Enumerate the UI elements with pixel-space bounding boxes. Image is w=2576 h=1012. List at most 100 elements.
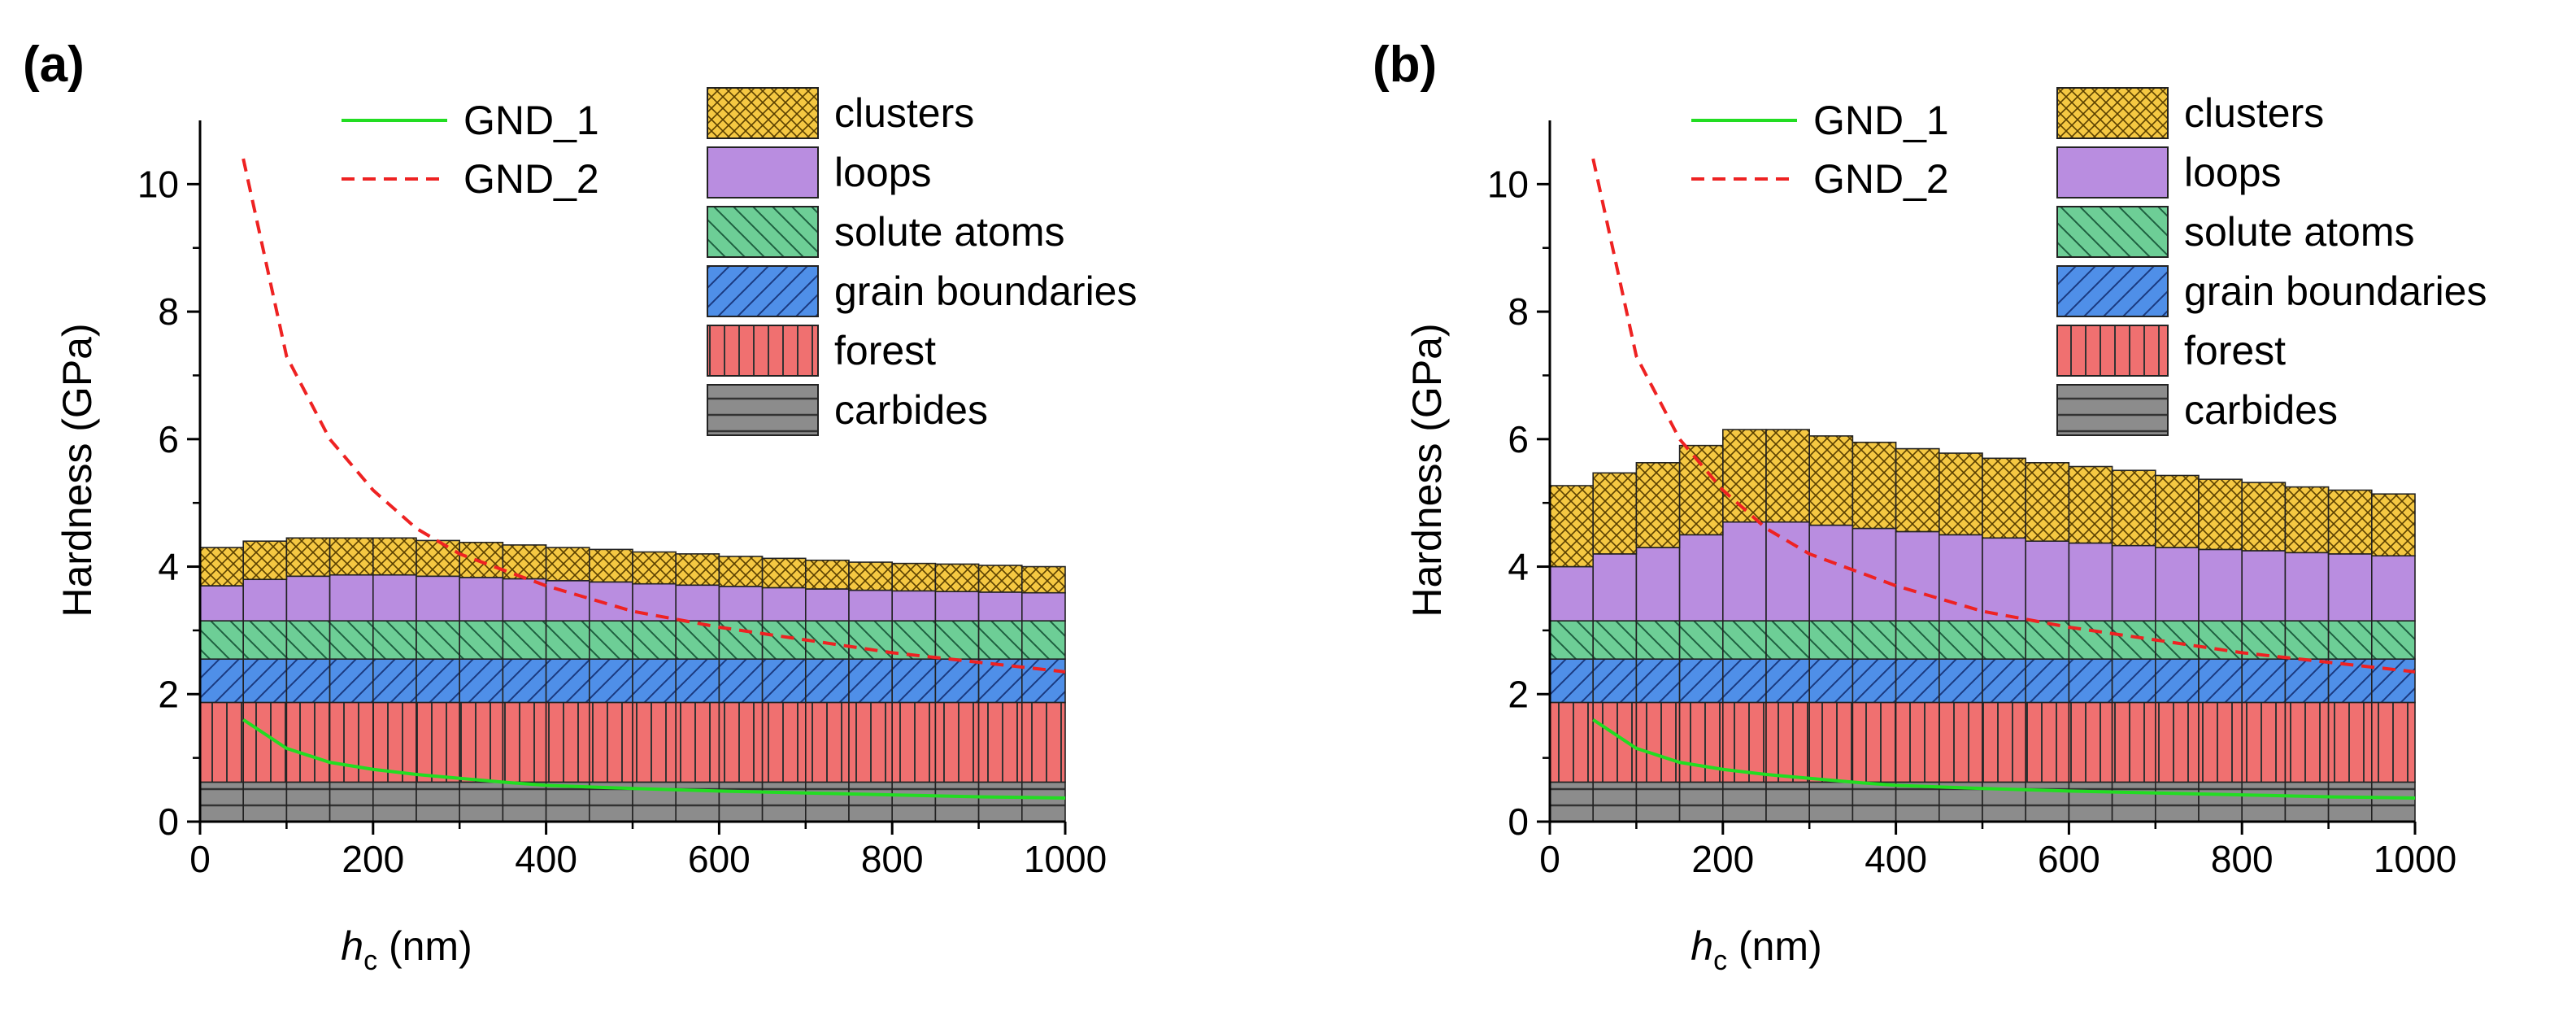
panel-label: (a) [23,37,85,93]
bar-grain-boundaries-100 [242,658,288,704]
y-tick-label-0: 0 [1508,800,1529,843]
bar-clusters-800-hatch [849,562,893,591]
bar-grain-boundaries-600 [2025,658,2070,704]
bar-carbides-300-hatch [416,782,460,822]
bar-forest-550-hatch [1982,702,2026,783]
bar-clusters-400 [502,544,547,580]
x-axis-title-sub: c [363,945,377,976]
legend-swatch-outline [707,146,819,198]
bar-legend: clusters loops solute atoms grain boundarie… [707,87,1138,436]
bar-clusters-800 [2198,478,2243,551]
bar-grain-boundaries-900-hatch [935,659,979,703]
bar-solute-atoms-700 [761,620,807,660]
bar-grain-boundaries-550-hatch [1982,659,2026,703]
panel-a: (a) 0 200 400 600 800 1000 0 2 4 6 8 10 Hardness (G… [23,37,1138,976]
bar-grain-boundaries-400 [1852,658,1897,704]
bar-forest-600-hatch [676,702,720,783]
bar-loops-850 [891,590,937,622]
bar-forest-350-hatch [459,702,503,783]
bar-forest-1000-hatch [2371,702,2415,783]
bar-grain-boundaries-750 [804,658,850,704]
bar-clusters-550 [1982,457,2027,539]
bar-carbides-300-hatch [1766,782,1810,822]
bar-forest-800 [848,701,894,783]
legend-item-clusters: clusters [707,87,974,139]
bar-clusters-600-hatch [2026,462,2069,542]
bar-solute-atoms-350-hatch [1809,621,1853,660]
bar-clusters-200 [329,537,374,576]
bar-grain-boundaries-1000-hatch [1021,659,1065,703]
bar-carbides-700-hatch [2112,782,2156,822]
bar-solute-atoms-200-hatch [329,621,373,660]
bar-loops-1000 [2371,555,2416,622]
x-tick-label-0: 0 [1539,838,1560,880]
bar-grain-boundaries-50-hatch [1550,659,1594,703]
y-axis-title: Hardness (GPa) [1404,323,1450,617]
bar-forest-950-hatch [978,702,1022,783]
bar-grain-boundaries-800-hatch [2199,659,2243,703]
line-legend: GND_1 GND_2 [1691,98,1949,202]
bar-solute-atoms-950-hatch [978,621,1022,660]
bar-clusters-350 [459,541,504,578]
bar-carbides-350-hatch [1809,782,1853,822]
bar-carbides-600 [2025,781,2070,822]
x-tick-label-800: 800 [2211,838,2274,880]
x-tick-label-0: 0 [189,838,211,880]
bar-clusters-550-hatch [1982,458,2026,539]
bar-solute-atoms-500-hatch [1939,621,1982,660]
line-gnd-2 [1591,158,2416,674]
bar-carbides-200 [1678,781,1724,822]
bar-loops-350-fill [1809,525,1853,622]
bar-forest-350-hatch [1809,702,1853,783]
legend-swatch-fill [2057,147,2168,198]
bar-clusters-900 [2284,486,2330,554]
bar-clusters-400 [1852,441,1897,530]
legend-label-loops: loops [834,150,932,195]
legend-swatch-outline [2056,87,2169,139]
bar-grain-boundaries-650-hatch [2069,659,2113,703]
bar-loops-750 [2155,547,2200,622]
legend-swatch-hatch [2057,207,2168,257]
legend-swatch-outline [2056,206,2169,258]
bar-forest-500 [588,701,633,783]
bar-forest-200 [329,701,374,783]
bar-loops-250 [372,574,417,622]
bar-solute-atoms-600 [675,620,720,660]
bar-forest-950 [2327,701,2373,783]
bar-forest-500-hatch [589,702,633,783]
bar-grain-boundaries-750 [2155,658,2200,704]
bar-forest-300-hatch [1766,702,1810,783]
bar-loops-1000 [1021,591,1066,622]
bar-carbides-850-hatch [892,782,936,822]
bar-clusters-1000 [2371,493,2416,557]
bar-clusters-700 [2111,469,2156,547]
bar-clusters-850 [2241,482,2287,552]
bar-loops-550 [632,582,677,622]
bar-loops-400-fill [1852,528,1896,622]
bar-solute-atoms-800-hatch [2199,621,2243,660]
bar-forest-50 [199,701,245,783]
bar-grain-boundaries-650 [718,658,764,704]
legend-label-gnd-1: GND_1 [1813,98,1949,143]
bar-clusters-450 [545,547,590,582]
bar-forest-300 [416,701,461,783]
bar-solute-atoms-250-hatch [372,621,416,660]
legend-item-solute-atoms: solute atoms [707,206,1064,258]
bar-clusters-600 [2025,462,2070,543]
bar-forest-550 [632,701,677,783]
bar-grain-boundaries-400 [502,658,547,704]
bar-carbides-150 [1635,781,1681,822]
bar-solute-atoms-1000 [1021,620,1066,660]
bar-solute-atoms-450-hatch [1895,621,1939,660]
x-axis-title: hc (nm) [341,923,472,976]
line-gnd-1 [242,718,1066,800]
bar-forest-500-hatch [1939,702,1982,783]
bar-carbides-150-hatch [1636,782,1680,822]
bar-carbides-600 [675,781,720,822]
bar-solute-atoms-900 [934,620,980,660]
bar-carbides-250 [372,781,417,822]
bar-grain-boundaries-250-hatch [1722,659,1766,703]
bar-clusters-350-hatch [459,542,503,578]
bar-loops-900 [934,591,980,622]
bar-carbides-750 [804,781,850,822]
